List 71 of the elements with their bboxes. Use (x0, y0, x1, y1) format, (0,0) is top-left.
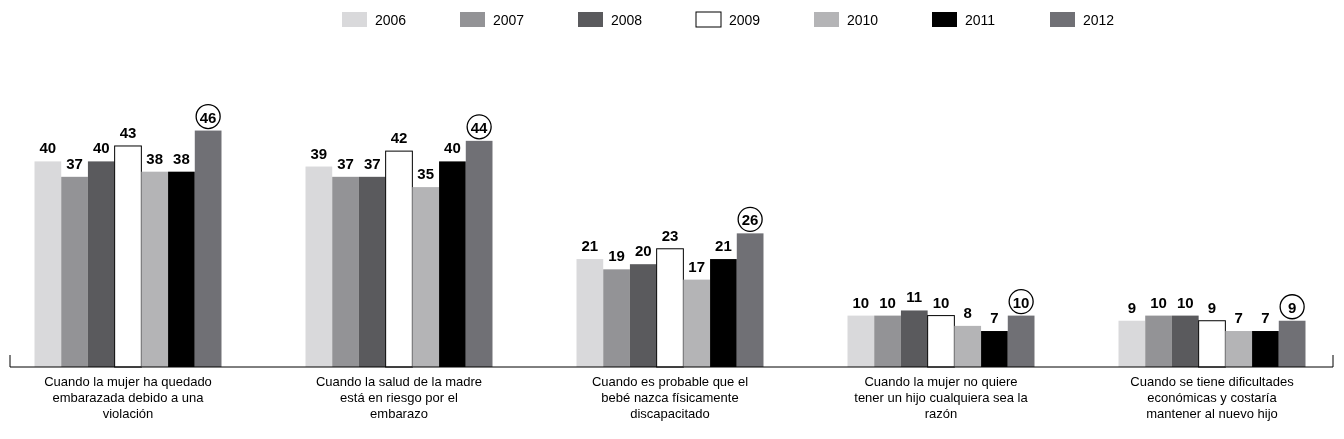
data-label: 10 (852, 293, 870, 311)
bar (34, 161, 62, 367)
x-tick-label: Cuando la mujer no quiere tener un hijo cualquiera sea la razón (854, 374, 1029, 421)
bar (141, 171, 169, 367)
bar (629, 264, 657, 367)
bar (954, 325, 982, 367)
data-label: 35 (417, 165, 435, 183)
data-label: 11 (906, 288, 923, 306)
bar (1118, 320, 1146, 367)
legend-label: 2007 (493, 12, 525, 28)
data-label: 37 (363, 154, 381, 172)
bar (412, 187, 440, 367)
data-label: 10 (1176, 293, 1194, 311)
bar (874, 315, 901, 367)
data-label: 17 (688, 257, 706, 275)
data-label: 40 (39, 139, 57, 157)
data-label: 9 (1127, 298, 1137, 316)
data-label: 26 (741, 211, 759, 229)
data-label: 10 (932, 293, 950, 311)
data-label: 39 (310, 144, 328, 162)
data-label: 37 (337, 154, 354, 172)
data-label: 7 (990, 309, 999, 327)
data-label: 23 (661, 226, 679, 244)
data-label: 9 (1207, 298, 1217, 316)
data-label: 10 (1150, 293, 1167, 311)
bar (900, 310, 928, 367)
data-label: 42 (390, 129, 408, 147)
data-label: 38 (146, 149, 164, 167)
legend-label: 2011 (965, 12, 996, 28)
data-label: 10 (1012, 293, 1030, 311)
x-tick-label: Cuando es probable que el bebé nazca físicamente discapacitado (591, 374, 749, 421)
data-label: 46 (199, 108, 217, 126)
legend-label: 2012 (1083, 12, 1115, 28)
x-tick-label: Cuando se tiene dificultades económicas y costaría mantener al nuevo hijo (1130, 374, 1295, 421)
legend-label: 2009 (729, 12, 761, 28)
data-label: 20 (634, 242, 652, 260)
data-label: 40 (92, 139, 110, 157)
bar (1225, 331, 1253, 367)
bar (1171, 315, 1199, 367)
bar (1007, 315, 1035, 367)
bar (465, 140, 493, 367)
data-label: 10 (879, 293, 896, 311)
bar (736, 233, 764, 367)
bar (87, 161, 115, 367)
bar (847, 315, 875, 367)
bar (683, 279, 711, 367)
legend-label: 2006 (375, 12, 407, 28)
legend-label: 2008 (611, 12, 643, 28)
bar (603, 269, 630, 367)
data-label: 43 (119, 123, 137, 141)
x-tick-label: Cuando la salud de la madre está en riesgo por el embarazo (315, 374, 483, 421)
bar (332, 176, 359, 367)
bar (1278, 320, 1306, 367)
bar (576, 259, 604, 367)
data-label: 9 (1287, 298, 1297, 316)
data-label: 38 (173, 149, 190, 167)
legend-label: 2010 (847, 12, 879, 28)
bar (1145, 315, 1172, 367)
data-label: 8 (963, 303, 972, 321)
bar (305, 166, 333, 367)
data-label: 7 (1261, 309, 1270, 327)
bar (61, 176, 88, 367)
data-label: 40 (444, 139, 461, 157)
data-label: 37 (66, 154, 83, 172)
bar (358, 176, 386, 367)
data-label: 21 (715, 237, 732, 255)
x-tick-label: Cuando la mujer ha quedado embarazada debido a una violación (44, 374, 212, 421)
data-label: 7 (1234, 309, 1243, 327)
data-label: 21 (581, 237, 599, 255)
bar (194, 130, 222, 367)
data-label: 19 (608, 247, 625, 265)
